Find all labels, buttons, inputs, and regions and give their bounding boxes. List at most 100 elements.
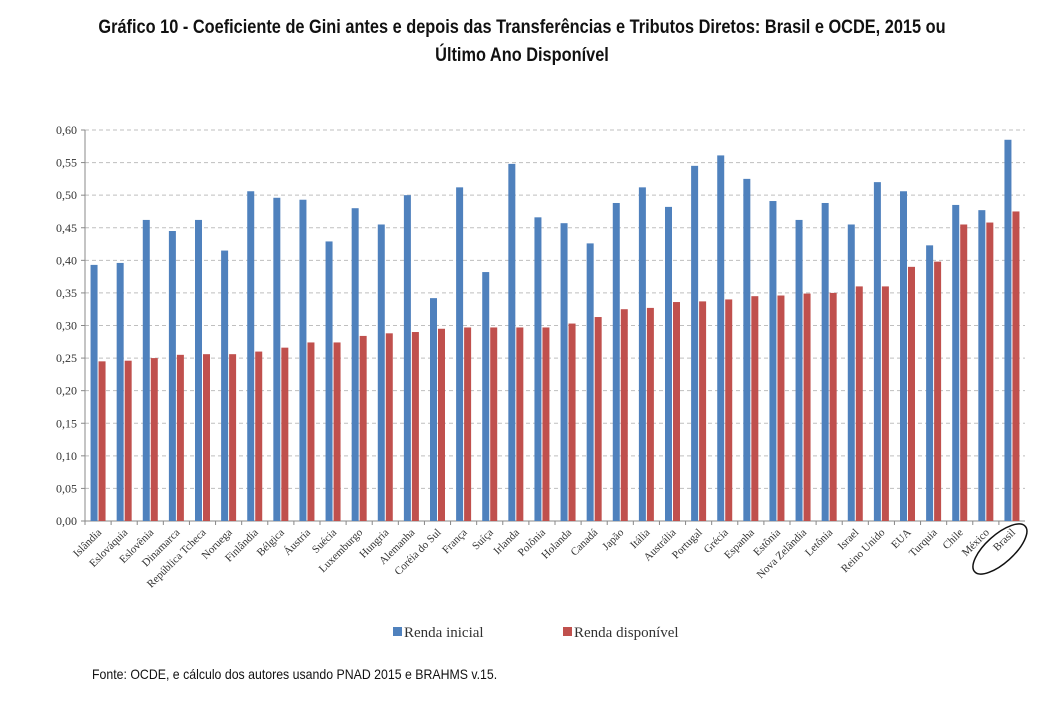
bar-renda-inicial bbox=[430, 298, 437, 521]
y-tick-label: 0,30 bbox=[56, 319, 77, 333]
bar-renda-inicial bbox=[612, 202, 620, 521]
bar-renda-disponivel bbox=[203, 354, 210, 521]
bar-renda-inicial bbox=[377, 224, 385, 521]
bar-renda-disponivel bbox=[699, 301, 707, 521]
bar-renda-inicial bbox=[403, 195, 411, 521]
bar-renda-inicial bbox=[247, 191, 255, 522]
bar-renda-disponivel bbox=[124, 360, 132, 521]
x-tick-label: Áustria bbox=[282, 527, 313, 558]
bar-renda-inicial bbox=[560, 223, 568, 521]
bars bbox=[90, 139, 1020, 522]
x-tick-label: Turquia bbox=[907, 527, 940, 560]
chart-title: Gráfico 10 - Coeficiente de Gini antes e… bbox=[98, 17, 946, 66]
bar-renda-disponivel bbox=[960, 224, 968, 521]
bar-renda-disponivel bbox=[333, 342, 341, 521]
x-tick-label: França bbox=[440, 527, 470, 557]
y-tick-label: 0,15 bbox=[56, 416, 77, 430]
bar-renda-inicial bbox=[873, 182, 881, 521]
bar-renda-disponivel bbox=[803, 293, 811, 521]
x-tick-label: Canadá bbox=[568, 527, 600, 559]
bar-renda-disponivel bbox=[934, 261, 942, 521]
bar-renda-disponivel bbox=[98, 361, 106, 521]
bar-renda-inicial bbox=[795, 219, 803, 521]
y-tick-label: 0,20 bbox=[56, 384, 77, 398]
bar-renda-inicial bbox=[142, 219, 150, 521]
bar-renda-inicial bbox=[821, 202, 829, 521]
y-tick-label: 0,10 bbox=[56, 449, 77, 463]
bar-renda-inicial bbox=[665, 206, 672, 521]
brasil-highlight-ellipse bbox=[972, 523, 1028, 575]
bar-renda-disponivel bbox=[307, 342, 315, 521]
bar-renda-inicial bbox=[273, 197, 281, 522]
bar-renda-inicial bbox=[847, 224, 855, 521]
x-tick-label: Japão bbox=[600, 526, 627, 553]
bar-renda-disponivel bbox=[594, 317, 602, 521]
bar-renda-disponivel bbox=[359, 335, 367, 521]
bar-renda-disponivel bbox=[646, 307, 654, 521]
bar-renda-inicial bbox=[586, 243, 594, 521]
x-tick-label: Bélgica bbox=[255, 527, 287, 559]
bar-renda-inicial bbox=[299, 199, 307, 521]
legend-label-renda-disponivel: Renda disponível bbox=[574, 625, 679, 641]
bar-renda-disponivel bbox=[281, 347, 289, 521]
bar-renda-inicial bbox=[195, 219, 202, 521]
y-tick-label: 0,35 bbox=[56, 286, 77, 300]
y-tick-label: 0,00 bbox=[56, 514, 77, 528]
bar-renda-inicial bbox=[769, 201, 777, 521]
bar-renda-inicial bbox=[743, 178, 751, 521]
grid-lines bbox=[85, 129, 1025, 489]
bar-renda-disponivel bbox=[229, 354, 237, 521]
bar-renda-disponivel bbox=[751, 296, 759, 521]
bar-renda-inicial bbox=[482, 272, 490, 521]
bar-renda-disponivel bbox=[725, 299, 733, 521]
y-tick-label: 0,50 bbox=[56, 188, 77, 202]
x-tick-label: Brasil bbox=[991, 527, 1018, 554]
bar-renda-disponivel bbox=[777, 295, 785, 521]
legend-label-renda-inicial: Renda inicial bbox=[404, 625, 484, 641]
legend-swatch-renda-inicial bbox=[393, 627, 402, 636]
bar-renda-inicial bbox=[534, 217, 542, 521]
bar-renda-inicial bbox=[456, 187, 464, 521]
x-axis-labels: IslândiaEslováquiaEslovêniaDinamarcaRepú… bbox=[71, 521, 1028, 590]
bar-renda-inicial bbox=[978, 210, 986, 521]
bar-renda-disponivel bbox=[986, 222, 994, 521]
bar-renda-inicial bbox=[691, 165, 699, 521]
bar-renda-disponivel bbox=[908, 266, 915, 521]
bar-renda-disponivel bbox=[464, 327, 472, 521]
bar-renda-disponivel bbox=[542, 327, 550, 521]
bar-renda-disponivel bbox=[255, 351, 263, 521]
bar-renda-disponivel bbox=[385, 333, 393, 521]
bar-renda-inicial bbox=[116, 262, 124, 521]
legend-swatch-renda-disponivel bbox=[563, 627, 572, 636]
bar-renda-inicial bbox=[717, 155, 725, 522]
bar-renda-disponivel bbox=[881, 286, 889, 521]
bar-renda-disponivel bbox=[1012, 211, 1020, 522]
bar-renda-inicial bbox=[900, 191, 907, 522]
bar-renda-disponivel bbox=[150, 358, 158, 521]
y-tick-label: 0,05 bbox=[56, 481, 77, 495]
bar-renda-inicial bbox=[168, 231, 176, 521]
bar-renda-inicial bbox=[638, 187, 646, 521]
bar-renda-disponivel bbox=[176, 354, 184, 521]
bar-renda-inicial bbox=[926, 245, 934, 521]
bar-renda-inicial bbox=[952, 204, 960, 522]
y-tick-label: 0,55 bbox=[56, 156, 77, 170]
bar-renda-disponivel bbox=[620, 309, 628, 521]
source-note: Fonte: OCDE, e cálculo dos autores usand… bbox=[92, 666, 498, 682]
bar-renda-disponivel bbox=[490, 327, 498, 521]
y-tick-label: 0,40 bbox=[56, 253, 77, 267]
bar-renda-disponivel bbox=[411, 332, 419, 521]
bar-renda-inicial bbox=[508, 163, 516, 522]
bar-renda-inicial bbox=[90, 264, 98, 521]
bar-renda-disponivel bbox=[516, 327, 524, 521]
legend: Renda inicial Renda disponível bbox=[393, 625, 679, 641]
y-tick-label: 0,60 bbox=[56, 123, 77, 137]
y-tick-label: 0,25 bbox=[56, 351, 77, 365]
bar-renda-disponivel bbox=[568, 323, 576, 521]
bar-renda-inicial bbox=[351, 208, 359, 521]
bar-renda-inicial bbox=[1004, 139, 1012, 521]
y-tick-label: 0,45 bbox=[56, 221, 77, 235]
bar-renda-disponivel bbox=[673, 302, 680, 521]
bar-renda-disponivel bbox=[438, 328, 445, 521]
